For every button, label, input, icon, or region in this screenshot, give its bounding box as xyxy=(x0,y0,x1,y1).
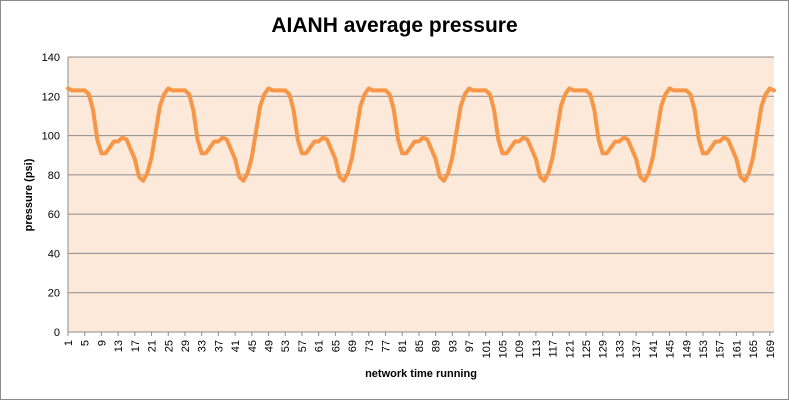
x-tick-label: 89 xyxy=(431,340,443,352)
y-tick-label: 40 xyxy=(48,248,60,260)
x-tick-label: 69 xyxy=(347,340,359,352)
x-tick-label: 9 xyxy=(96,340,108,346)
x-tick-label: 45 xyxy=(247,340,259,352)
x-tick-label: 161 xyxy=(731,340,743,358)
x-tick-label: 21 xyxy=(147,340,159,352)
x-tick-label: 125 xyxy=(581,340,593,358)
x-tick-label: 117 xyxy=(548,340,560,358)
series-line xyxy=(66,86,776,183)
y-tick-label: 80 xyxy=(48,170,60,182)
x-tick-label: 25 xyxy=(163,340,175,352)
x-tick-label: 133 xyxy=(614,340,626,358)
x-tick-label: 137 xyxy=(631,340,643,358)
chart-title: AIANH average pressure xyxy=(271,14,518,37)
x-tick-label: 57 xyxy=(297,340,309,352)
x-tick-label: 105 xyxy=(497,340,509,358)
x-tick-label: 1 xyxy=(63,340,75,346)
x-tick-labels: 1 5 9 13 17 21 25 29 33 37 41 45 49 53 57 61 65 69 73 77 81 8… xyxy=(63,332,777,358)
x-tick-label: 165 xyxy=(748,340,760,358)
x-tick-label: 101 xyxy=(481,340,493,358)
x-tick-label: 121 xyxy=(564,340,576,358)
x-tick-label: 129 xyxy=(598,340,610,358)
x-tick-label: 169 xyxy=(765,340,777,358)
y-tick-label: 0 xyxy=(54,327,60,339)
x-tick-label: 5 xyxy=(80,340,92,346)
x-tick-label: 13 xyxy=(113,340,125,352)
x-tick-label: 53 xyxy=(280,340,292,352)
x-tick-label: 97 xyxy=(464,340,476,352)
x-tick-label: 149 xyxy=(681,340,693,358)
x-tick-label: 65 xyxy=(330,340,342,352)
x-tick-label: 141 xyxy=(648,340,660,358)
x-tick-label: 77 xyxy=(380,340,392,352)
plot-area xyxy=(68,57,774,332)
x-tick-label: 153 xyxy=(698,340,710,358)
x-tick-label: 81 xyxy=(397,340,409,352)
x-tick-label: 41 xyxy=(230,340,242,352)
x-tick-label: 49 xyxy=(264,340,276,352)
x-tick-label: 157 xyxy=(715,340,727,358)
x-tick-label: 29 xyxy=(180,340,192,352)
x-tick-label: 85 xyxy=(414,340,426,352)
axes xyxy=(67,57,774,333)
y-tick-label: 60 xyxy=(48,209,60,221)
x-tick-label: 37 xyxy=(213,340,225,352)
x-axis-title: network time running xyxy=(365,368,477,380)
x-tick-label: 17 xyxy=(130,340,142,352)
y-tick-label: 120 xyxy=(42,91,60,103)
x-tick-label: 109 xyxy=(514,340,526,358)
y-tick-label: 100 xyxy=(42,131,60,143)
x-tick-label: 33 xyxy=(197,340,209,352)
y-tick-label: 20 xyxy=(48,288,60,300)
x-tick-label: 145 xyxy=(665,340,677,358)
x-tick-label: 93 xyxy=(447,340,459,352)
y-tick-labels: 0 20 40 60 80 100 120 140 xyxy=(42,52,60,339)
x-tick-label: 61 xyxy=(314,340,326,352)
x-tick-label: 73 xyxy=(364,340,376,352)
x-tick-label: 113 xyxy=(531,340,543,358)
y-tick-label: 140 xyxy=(42,52,60,64)
